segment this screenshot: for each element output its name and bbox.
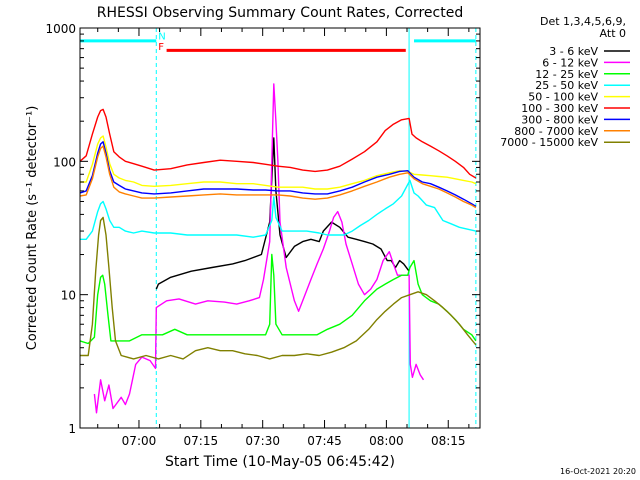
series-line-8	[80, 216, 477, 360]
legend-label: 6 - 12 keV	[542, 56, 598, 69]
x-tick-label: 07:45	[307, 434, 342, 448]
x-tick-label: 07:30	[245, 434, 280, 448]
y-tick-label: 100	[53, 155, 76, 169]
chart-title: RHESSI Observing Summary Count Rates, Co…	[97, 5, 463, 21]
legend-label: 100 - 300 keV	[521, 102, 598, 115]
series-line-7	[79, 145, 477, 209]
legend-label: 7000 - 15000 keV	[500, 136, 598, 149]
x-tick-label: 07:15	[184, 434, 219, 448]
series-line-2	[79, 253, 477, 345]
legend-label: 3 - 6 keV	[549, 45, 598, 58]
legend-header-line: Att 0	[600, 27, 626, 40]
vertical-markers	[155, 28, 477, 428]
legend-label: 12 - 25 keV	[535, 68, 598, 81]
annotation-0: N	[158, 31, 165, 42]
y-tick-label: 10	[61, 289, 76, 303]
annotation-1: F	[158, 42, 164, 53]
series-line-1	[93, 83, 425, 414]
plot-timestamp: 16-Oct-2021 20:20	[560, 467, 636, 476]
chart-annotations: NF	[158, 31, 165, 53]
legend-label: 800 - 7000 keV	[514, 125, 598, 138]
series-line-0	[155, 137, 410, 290]
y-tick-label: 1	[68, 422, 76, 436]
series-line-3	[80, 179, 477, 241]
legend-label: 25 - 50 keV	[535, 79, 598, 92]
series-line-5	[79, 108, 477, 179]
series-line-6	[79, 141, 477, 207]
data-series	[79, 83, 477, 414]
x-tick-label: 08:15	[431, 434, 466, 448]
x-tick-label: 07:00	[122, 434, 157, 448]
flag-bars	[80, 39, 476, 52]
x-tick-label: 08:00	[369, 434, 404, 448]
legend-label: 300 - 800 keV	[521, 113, 598, 126]
y-tick-label: 1000	[45, 22, 76, 36]
series-line-4	[80, 135, 477, 190]
plot-frame	[79, 27, 481, 429]
legend-label: 50 - 100 keV	[528, 91, 598, 104]
legend-header-line: Det 1,3,4,5,6,9,	[540, 15, 626, 28]
y-axis-label: Corrected Count Rate (s⁻¹ detector⁻¹)	[25, 106, 40, 351]
axes: 07:00 07:15 07:30 07:45 08:00 08:15 1 10 100 1000	[45, 22, 480, 448]
x-axis-label: Start Time (10-May-05 06:45:42)	[165, 454, 395, 470]
